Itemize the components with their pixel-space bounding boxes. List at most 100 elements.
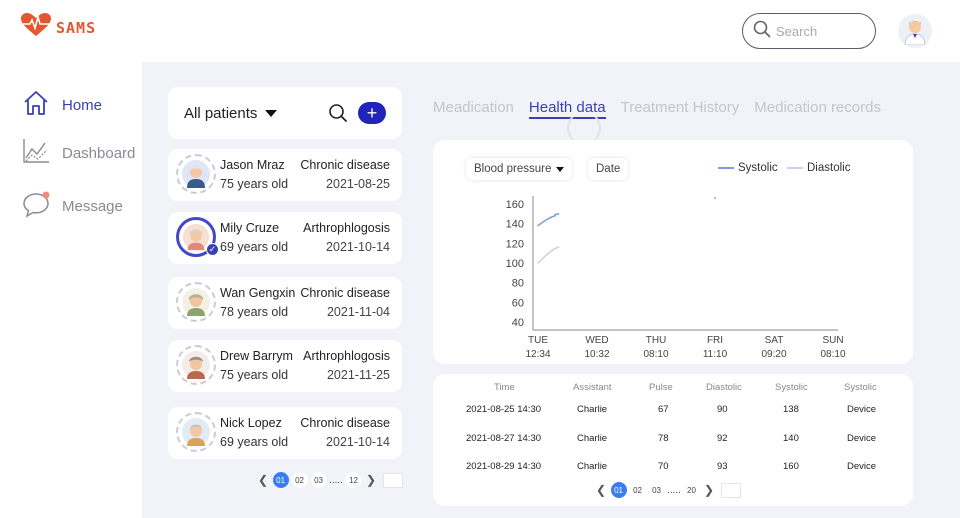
table-cell: 78 bbox=[658, 433, 669, 444]
sidebar-item-home[interactable]: Home bbox=[22, 90, 102, 120]
main-content: All patients + Jason Mraz 75 years old C… bbox=[142, 62, 960, 518]
table-cell: Device bbox=[847, 404, 877, 415]
search-icon[interactable] bbox=[328, 103, 348, 128]
sidebar-item-message[interactable]: Message bbox=[22, 190, 123, 222]
page-button[interactable]: 03 bbox=[648, 482, 665, 498]
heart-pulse-icon bbox=[20, 12, 52, 43]
table-cell: Charlie bbox=[577, 461, 608, 472]
table-cell: Device bbox=[847, 433, 877, 444]
chevron-right-icon[interactable]: ❯ bbox=[703, 483, 715, 497]
page-jump-input[interactable] bbox=[721, 482, 742, 498]
legend-label: Systolic bbox=[738, 162, 778, 174]
table-cell: 92 bbox=[717, 433, 728, 444]
tab-medication[interactable]: Meadication bbox=[433, 99, 514, 116]
y-tick-label: 140 bbox=[506, 219, 524, 231]
patient-avatar bbox=[176, 154, 216, 194]
patient-date: 2021-11-25 bbox=[326, 368, 390, 382]
metric-dropdown-label: Blood pressure bbox=[474, 163, 552, 175]
table-cell: 2021-08-25 14:30 bbox=[466, 404, 542, 415]
chevron-right-icon[interactable]: ❯ bbox=[365, 473, 377, 487]
user-avatar[interactable] bbox=[898, 14, 932, 48]
logo-text: SAMS bbox=[56, 18, 97, 37]
table-pagination: ❮ 01 02 03 ..... 20 ❯ bbox=[593, 482, 742, 498]
page-button[interactable]: 20 bbox=[683, 482, 700, 498]
patient-card[interactable]: ✓ Mily Cruze 69 years old Arthrophlogosi… bbox=[168, 212, 402, 264]
page-button[interactable]: 02 bbox=[291, 472, 308, 488]
table-cell: 67 bbox=[658, 404, 669, 415]
table-header: Systolic bbox=[844, 382, 877, 393]
chevron-left-icon[interactable]: ❮ bbox=[596, 483, 607, 497]
x-tick-label: TUE bbox=[528, 335, 548, 346]
patient-filter-dropdown[interactable]: All patients bbox=[184, 104, 258, 122]
patient-date: 2021-08-25 bbox=[326, 177, 390, 191]
page-button[interactable]: 12 bbox=[345, 472, 362, 488]
page-button[interactable]: 02 bbox=[629, 482, 646, 498]
patient-age: 75 years old bbox=[220, 368, 289, 382]
date-picker-button[interactable]: Date bbox=[588, 158, 629, 180]
legend-systolic: Systolic bbox=[718, 162, 778, 174]
table-header: Diastolic bbox=[706, 382, 742, 393]
sidebar-item-label: Home bbox=[62, 96, 103, 114]
tab-medication-records[interactable]: Medication records bbox=[754, 99, 881, 116]
page-jump-input[interactable] bbox=[383, 472, 404, 488]
sidebar-item-label: Dashboard bbox=[62, 144, 136, 162]
y-tick-label: 80 bbox=[512, 278, 524, 290]
x-tick-label: SAT bbox=[765, 335, 784, 346]
plus-icon: + bbox=[366, 103, 378, 123]
table-cell: 140 bbox=[783, 433, 799, 444]
metric-dropdown[interactable]: Blood pressure bbox=[466, 158, 573, 180]
table-cell: 93 bbox=[717, 461, 728, 472]
page-button[interactable]: 01 bbox=[610, 482, 627, 498]
y-tick-label: 60 bbox=[512, 297, 524, 309]
patient-condition: Arthrophlogosis bbox=[303, 221, 390, 235]
table-cell: Charlie bbox=[577, 404, 608, 415]
patient-card[interactable]: Drew Barrym 75 years old Arthrophlogosis… bbox=[168, 340, 402, 392]
patient-card[interactable]: Nick Lopez 69 years old Chronic disease … bbox=[168, 407, 402, 459]
patient-filter-bar: All patients + bbox=[168, 87, 402, 139]
chart-icon bbox=[22, 138, 50, 168]
patient-age: 78 years old bbox=[220, 305, 289, 319]
caret-down-icon[interactable] bbox=[265, 109, 278, 117]
x-tick-label: THU bbox=[646, 335, 667, 346]
message-icon bbox=[22, 190, 50, 222]
date-picker-label: Date bbox=[596, 163, 621, 175]
table-cell: 2021-08-29 14:30 bbox=[466, 461, 542, 472]
health-chart-card: Blood pressure Date Systolic Diastolic 4… bbox=[433, 140, 913, 364]
add-patient-button[interactable]: + bbox=[358, 102, 386, 124]
patient-condition: Arthrophlogosis bbox=[303, 349, 390, 363]
sidebar-item-dashboard[interactable]: Dashboard bbox=[22, 138, 135, 168]
chevron-left-icon[interactable]: ❮ bbox=[258, 473, 269, 487]
health-data-table: Time Assistant Pulse Diastolic Systolic … bbox=[433, 374, 913, 506]
patient-name: Jason Mraz bbox=[220, 158, 285, 172]
patient-condition: Chronic disease bbox=[300, 158, 390, 172]
x-tick-label: FRI bbox=[707, 335, 723, 346]
tab-treatment-history[interactable]: Treatment History bbox=[620, 99, 740, 116]
table-header: Pulse bbox=[649, 382, 673, 393]
page-ellipsis: ..... bbox=[667, 484, 681, 496]
search-input[interactable] bbox=[776, 23, 866, 39]
patient-list-pagination: ❮ 01 02 03 ..... 12 ❯ bbox=[255, 472, 404, 488]
table-cell: 70 bbox=[658, 461, 669, 472]
x-tick-time: 10:32 bbox=[584, 349, 609, 360]
patient-avatar bbox=[176, 345, 216, 385]
series-line-diastolic bbox=[537, 246, 560, 264]
patient-date: 2021-10-14 bbox=[326, 435, 390, 449]
page-button[interactable]: 01 bbox=[272, 472, 289, 488]
detail-tabs: Meadication Health data Treatment Histor… bbox=[433, 99, 896, 119]
patient-age: 69 years old bbox=[220, 240, 289, 254]
series-line-systolic bbox=[537, 213, 560, 227]
legend-label: Diastolic bbox=[807, 162, 851, 174]
home-icon bbox=[22, 90, 50, 120]
patient-name: Mily Cruze bbox=[220, 221, 280, 235]
patient-card[interactable]: Wan Gengxin 78 years old Chronic disease… bbox=[168, 277, 402, 329]
y-tick-label: 40 bbox=[512, 317, 524, 329]
patient-date: 2021-11-04 bbox=[326, 305, 390, 319]
app-logo[interactable]: SAMS bbox=[20, 12, 96, 43]
patient-card[interactable]: Jason Mraz 75 years old Chronic disease … bbox=[168, 149, 402, 201]
page-button[interactable]: 03 bbox=[310, 472, 327, 488]
search-box[interactable] bbox=[742, 13, 876, 49]
patient-age: 69 years old bbox=[220, 435, 289, 449]
table-cell: 160 bbox=[783, 461, 799, 472]
x-tick-label: WED bbox=[585, 335, 608, 346]
y-tick-label: 100 bbox=[506, 258, 524, 270]
